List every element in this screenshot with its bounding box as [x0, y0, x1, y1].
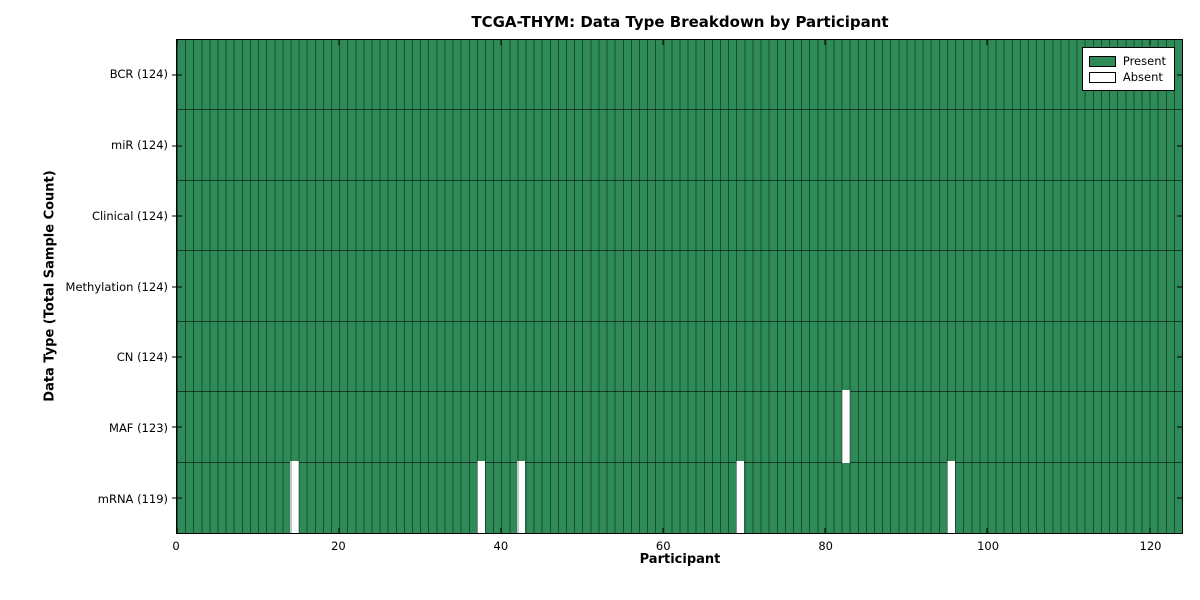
- heatmap-row-miR: [177, 110, 1182, 181]
- y-tick: [172, 286, 182, 287]
- x-tick-label: 80: [818, 539, 833, 553]
- legend: Present Absent: [1081, 47, 1175, 91]
- x-axis-label: Participant: [639, 552, 721, 567]
- present-swatch-icon: [1088, 55, 1116, 67]
- y-tick: [1177, 426, 1182, 428]
- x-tick: [824, 40, 826, 45]
- legend-label-absent: Absent: [1122, 70, 1163, 84]
- y-tick: [1177, 74, 1182, 76]
- x-tick-label: 40: [493, 539, 509, 553]
- x-tick: [500, 40, 502, 45]
- y-tick-label-Methylation: Methylation (124): [65, 279, 168, 294]
- y-tick-label-Clinical: Clinical (124): [91, 208, 168, 223]
- absent-cell: [946, 460, 956, 533]
- y-tick: [172, 145, 182, 147]
- y-tick: [1177, 145, 1182, 147]
- x-tick: [662, 40, 664, 45]
- heatmap-row-CN: [177, 322, 1182, 393]
- x-tick: [176, 40, 178, 45]
- x-tick-label: 60: [655, 539, 671, 553]
- heatmap-row-Clinical: [177, 181, 1182, 252]
- y-tick-label-MAF: MAF (123): [109, 420, 168, 435]
- y-tick: [1177, 497, 1182, 499]
- plot-area: Present Absent: [172, 39, 1183, 534]
- y-tick: [1177, 286, 1182, 287]
- x-tick: [824, 528, 826, 533]
- x-tick: [986, 528, 988, 533]
- y-tick-label-CN: CN (124): [116, 350, 168, 365]
- y-tick-label-BCR: BCR (124): [109, 67, 168, 82]
- absent-cell: [736, 460, 745, 533]
- x-tick: [176, 528, 178, 533]
- x-tick-label: 100: [977, 539, 1000, 553]
- x-tick: [338, 40, 340, 45]
- x-tick: [1149, 528, 1151, 533]
- y-tick: [172, 426, 182, 428]
- y-axis-label: Data Type (Total Sample Count): [42, 170, 58, 402]
- y-tick: [172, 497, 182, 499]
- y-tick-label-mRNA: mRNA (119): [97, 491, 168, 506]
- heatmap-row-MAF: [177, 390, 1182, 463]
- heatmap-row-mRNA: [177, 460, 1182, 533]
- x-tick: [1149, 40, 1151, 45]
- x-tick-label: 0: [172, 539, 180, 553]
- heatmap-rows-layer: [177, 40, 1182, 533]
- heatmap-row-Methylation: [177, 251, 1182, 322]
- x-tick: [986, 40, 988, 45]
- y-tick: [172, 356, 182, 358]
- legend-item-absent: Absent: [1088, 69, 1166, 85]
- x-tick: [662, 528, 664, 533]
- legend-label-present: Present: [1122, 54, 1166, 68]
- absent-cell: [841, 390, 850, 463]
- y-tick: [1177, 356, 1182, 358]
- y-tick: [1177, 215, 1182, 217]
- absent-cell: [476, 460, 485, 533]
- y-tick: [172, 74, 182, 76]
- heatmap-row-BCR: [177, 40, 1182, 111]
- absent-swatch-icon: [1088, 71, 1116, 83]
- chart-title: TCGA-THYM: Data Type Breakdown by Partic…: [471, 13, 889, 31]
- x-tick-label: 120: [1139, 539, 1162, 553]
- absent-cell: [517, 460, 526, 533]
- x-tick: [500, 528, 502, 533]
- x-tick-label: 20: [331, 539, 346, 553]
- x-tick: [338, 528, 340, 533]
- absent-cell: [290, 460, 299, 533]
- legend-item-present: Present: [1088, 53, 1166, 69]
- y-tick-label-miR: miR (124): [111, 138, 168, 153]
- y-tick: [172, 215, 182, 217]
